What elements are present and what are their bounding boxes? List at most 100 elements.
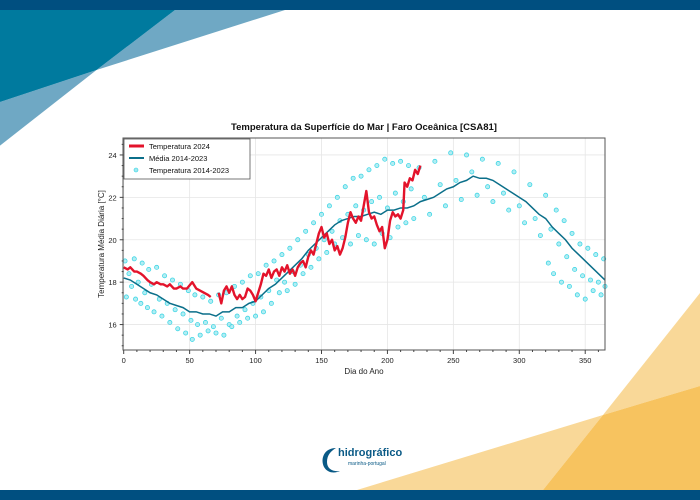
x-tick-label: 100 [249, 356, 262, 365]
scatter-point [355, 233, 361, 238]
scatter-point [580, 273, 586, 279]
orange-light-shape [603, 293, 700, 415]
logo-text: hidrográfico [338, 447, 403, 459]
scatter-point [324, 250, 330, 255]
temperature-2024-line [123, 266, 212, 298]
scatter-point [569, 230, 575, 236]
scatter-point [479, 156, 485, 162]
scatter-point [253, 313, 259, 319]
scatter-point [292, 281, 298, 287]
scatter-point [200, 294, 206, 300]
bottom-bar [0, 490, 700, 500]
scatter-point [247, 273, 253, 279]
logo-subtext: marinha-portugal [348, 461, 386, 467]
scatter-point [382, 156, 388, 162]
scatter-point [123, 294, 129, 300]
light-blue-shape [0, 70, 97, 146]
orange-dark-shape [543, 386, 700, 490]
scatter-point [527, 182, 533, 188]
scatter-point [403, 220, 409, 226]
scatter-point [180, 311, 186, 317]
scatter-point [588, 277, 593, 283]
logo-wave-icon [322, 448, 340, 473]
scatter-point [311, 220, 317, 226]
scatter-point [162, 273, 168, 279]
scatter-point [183, 330, 189, 336]
temperature-2024-line [217, 165, 422, 305]
scatter-point [203, 319, 208, 325]
scatter-point [363, 237, 369, 243]
y-tick-label: 18 [108, 278, 116, 287]
scatter-point [545, 260, 551, 266]
scatter-point [342, 184, 348, 190]
scatter-point [195, 322, 200, 328]
scatter-point [464, 152, 469, 158]
x-tick-label: 350 [579, 356, 592, 365]
y-axis-label: Temperatura Média Diária [°C] [97, 190, 106, 298]
x-tick-label: 0 [122, 356, 126, 365]
scatter-point [574, 292, 580, 298]
scatter-point [553, 207, 559, 213]
scatter-point [551, 271, 557, 277]
scatter-point [172, 307, 178, 313]
scatter-point [572, 266, 578, 272]
plot-frame [122, 137, 606, 351]
scatter-point [329, 228, 335, 234]
scatter-point [411, 216, 417, 222]
scatter-point [548, 226, 554, 232]
scatter-point [205, 328, 211, 334]
scatter-point [421, 194, 427, 200]
scatter-point [353, 203, 359, 209]
scatter-point [245, 315, 251, 321]
scatter-point [287, 245, 293, 251]
scatter-point [263, 262, 269, 268]
scatter-point [175, 326, 181, 332]
scatter-point [284, 288, 290, 294]
scatter-point [369, 199, 375, 205]
scatter-point [408, 186, 414, 192]
x-tick-label: 50 [185, 356, 193, 365]
scatter-point [154, 264, 160, 270]
scatter-point [577, 241, 583, 247]
scatter-point [126, 271, 132, 277]
scatter-point [590, 288, 596, 294]
scatter-point [458, 197, 464, 202]
scatter-point [271, 258, 277, 264]
scatter-point [559, 279, 564, 285]
light-blue-shape [96, 10, 285, 70]
scatter-point [595, 279, 601, 285]
scatter-point [598, 292, 604, 298]
scatter-point [469, 169, 475, 175]
scatter-point [516, 203, 522, 209]
scatter-point [532, 216, 538, 222]
scatter-point [582, 296, 588, 302]
scatter-point [197, 332, 203, 338]
scatter-point [316, 256, 322, 262]
scatter-point [366, 167, 372, 173]
scatter-point [522, 220, 528, 226]
scatter-point [308, 264, 314, 270]
scatter-point [390, 160, 396, 166]
scatter-point [490, 199, 496, 205]
x-tick-label: 200 [381, 356, 394, 365]
x-tick-label: 250 [447, 356, 460, 365]
scatter-point [138, 300, 144, 306]
scatter-point [279, 252, 285, 258]
scatter-point [221, 332, 227, 338]
scatter-point [406, 163, 411, 169]
scatter-point [255, 271, 261, 277]
scatter-point [237, 319, 243, 325]
scatter-point [303, 228, 309, 234]
scatter-point [371, 241, 377, 247]
scatter-point [585, 245, 591, 251]
scatter-point [159, 313, 165, 319]
scatter-point [358, 173, 364, 179]
scatter-point [398, 158, 404, 164]
scatter-point [448, 150, 454, 156]
scatter-point [377, 194, 382, 200]
scatter-point [234, 313, 240, 319]
legend: Temperatura 2024 Média 2014-2023 Tempera… [123, 138, 251, 180]
x-tick-label: 150 [315, 356, 328, 365]
teal-shape [0, 10, 175, 102]
